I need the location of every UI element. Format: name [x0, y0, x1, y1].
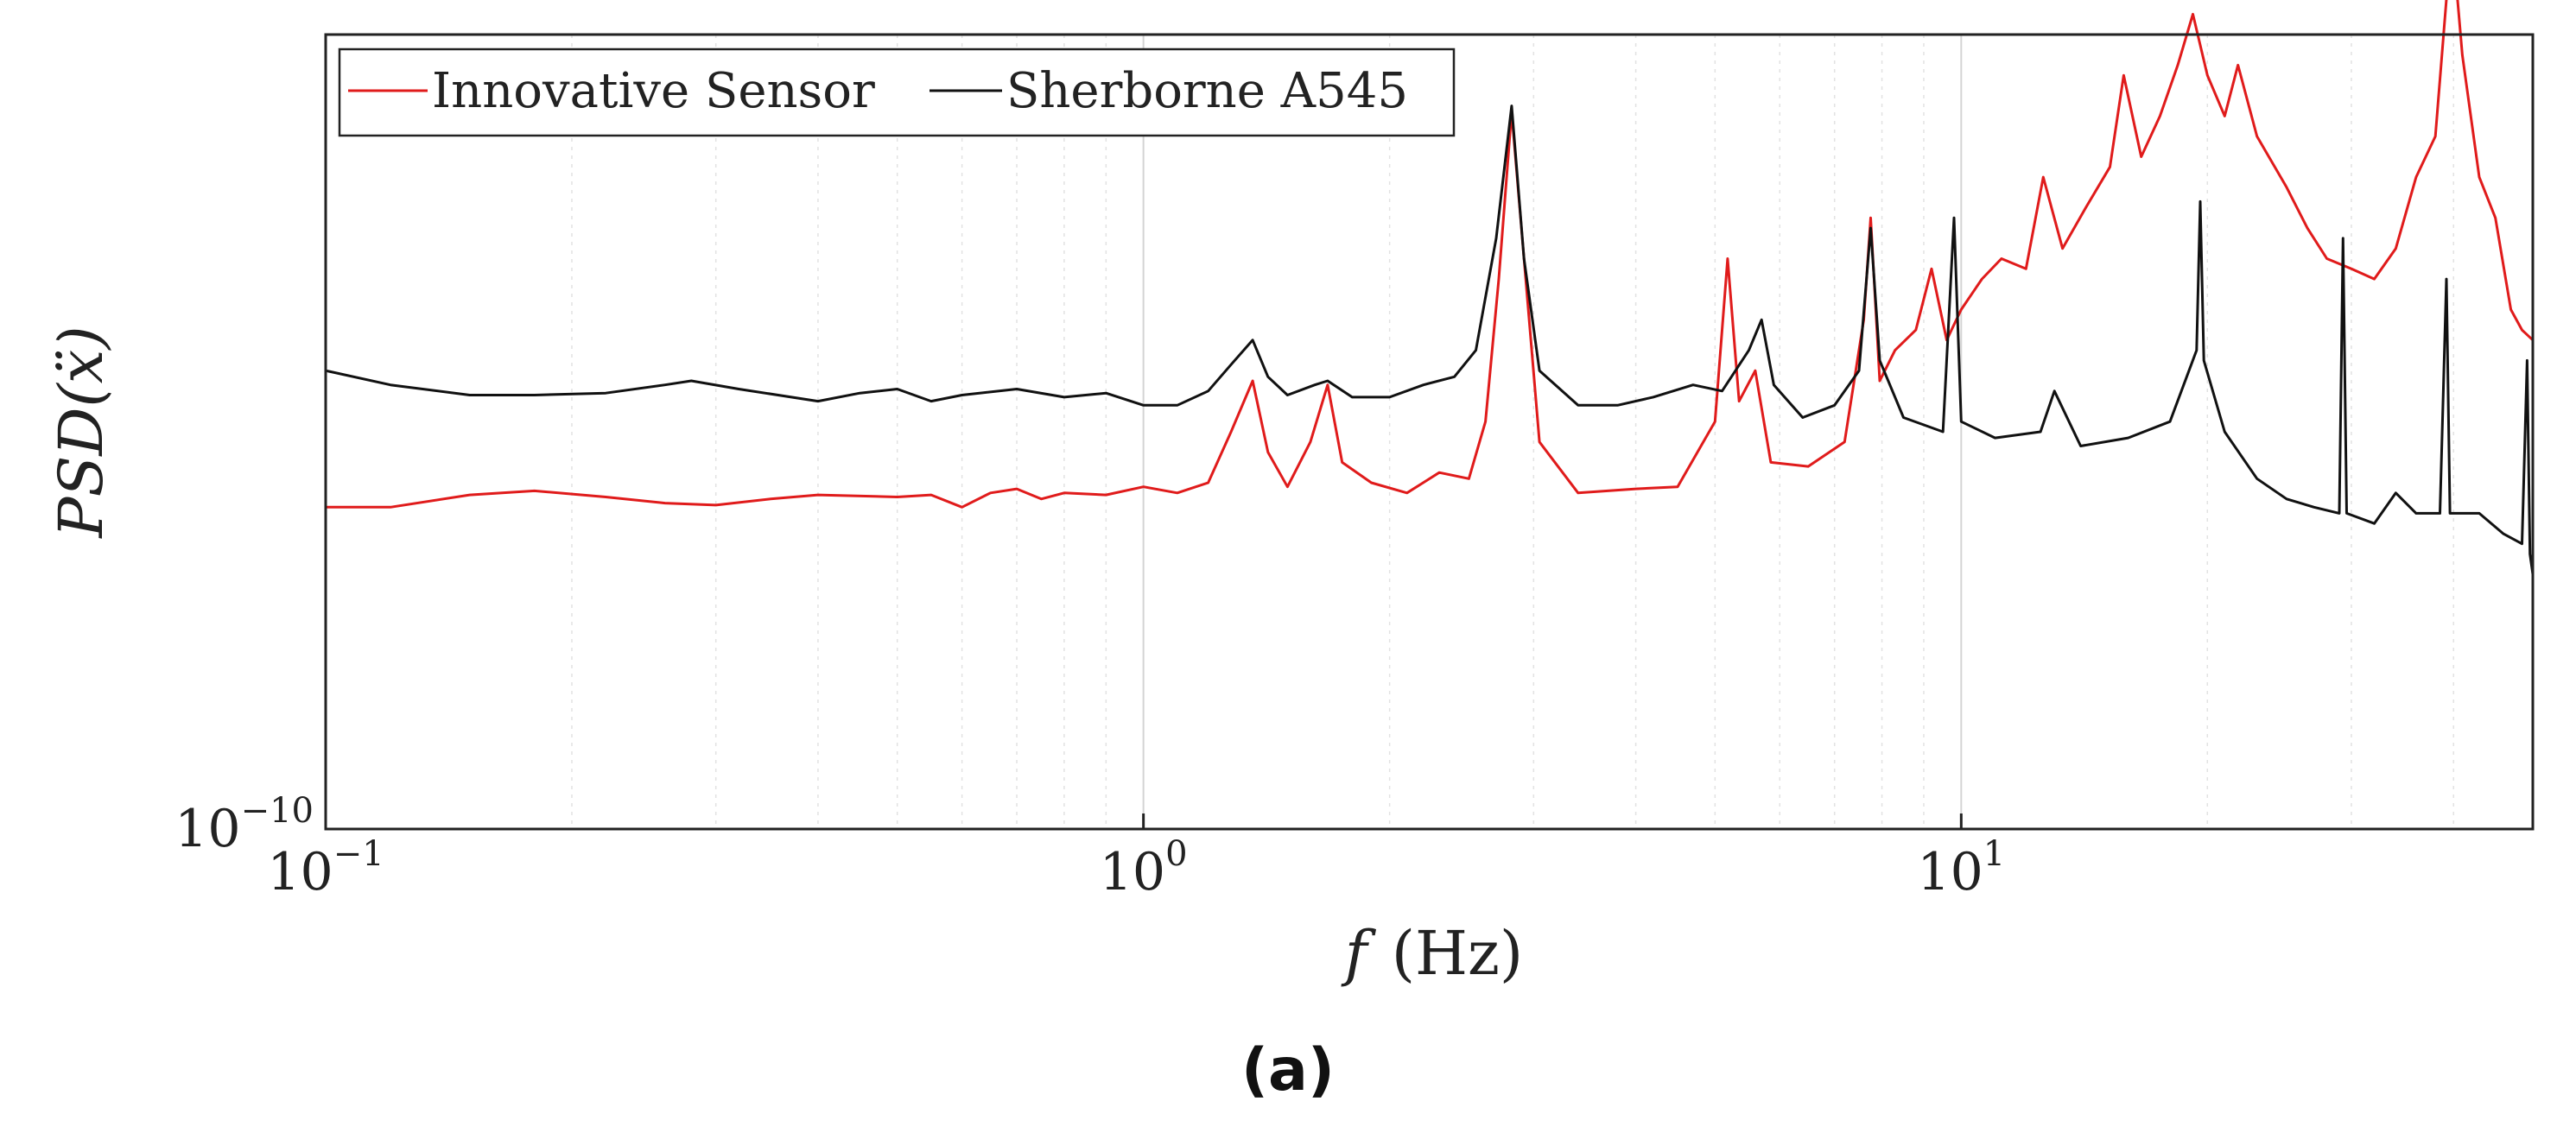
x-axis-unit: (Hz): [1392, 918, 1524, 989]
plot-layer: [325, 0, 2535, 575]
plot-frame: [324, 33, 2535, 831]
x-tick-label-1: 100: [1100, 834, 1188, 902]
x-tick-label-2: 101: [1917, 834, 2005, 902]
x-axis-var: f: [1341, 918, 1377, 989]
legend-box: [338, 47, 1456, 137]
y-axis-title: PSD(ẍ): [46, 326, 117, 539]
series-line-innovative-sensor: [326, 0, 2535, 509]
legend-label-innovative-sensor: Innovative Sensor: [432, 63, 875, 119]
series-line-sherborne-a545: [325, 104, 2535, 575]
y-tick-label-0: 10−10: [174, 791, 314, 859]
x-tick-label-0: 10−1: [267, 834, 384, 902]
legend: Innovative Sensor Sherborne A545: [338, 47, 1456, 137]
legend-label-sherborne-a545: Sherborne A545: [1006, 63, 1408, 119]
x-axis-title: f (Hz): [1341, 918, 1523, 989]
figure-caption: (a): [1241, 1036, 1335, 1105]
